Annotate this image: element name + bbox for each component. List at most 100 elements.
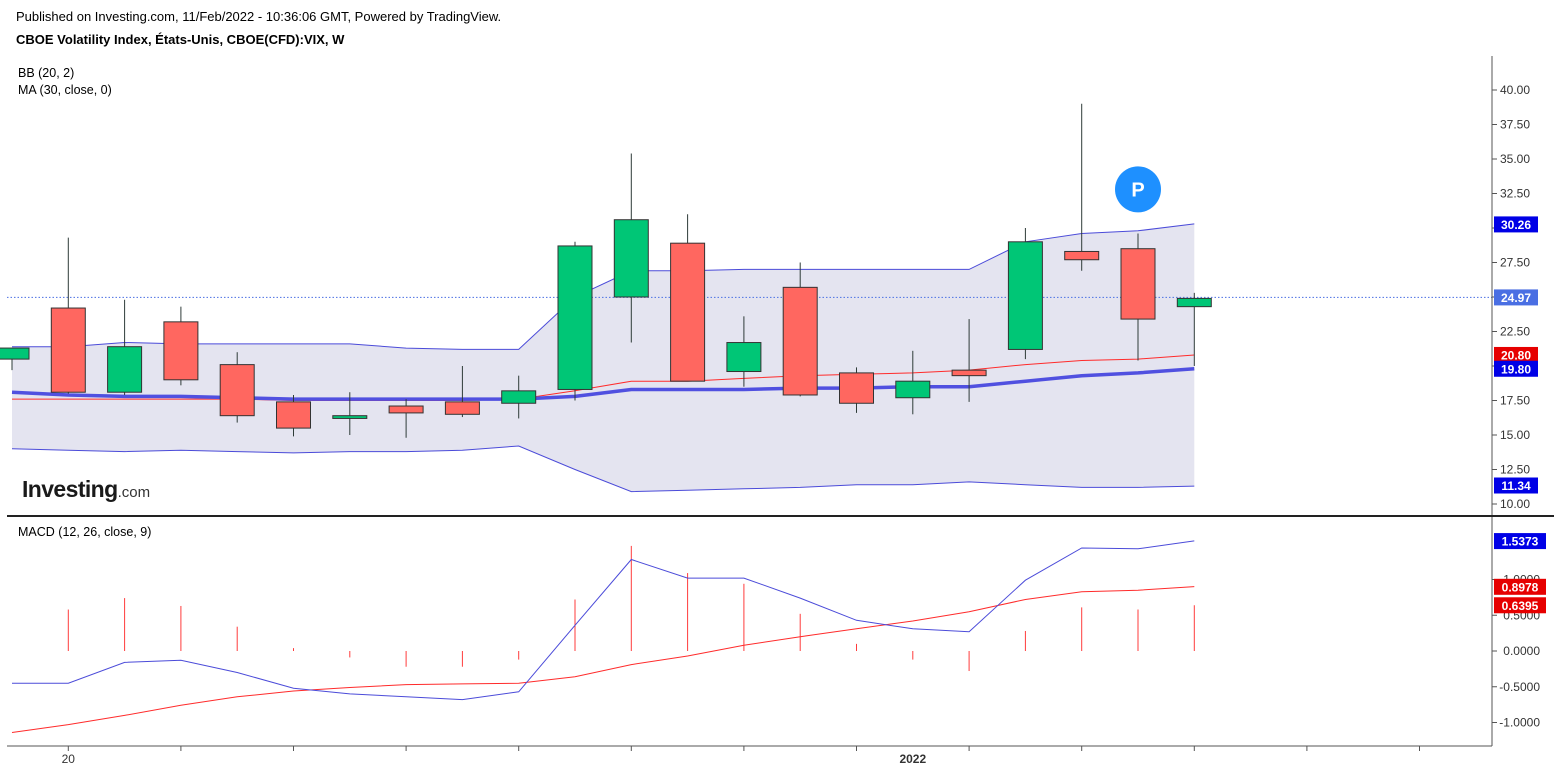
candle-16[interactable] <box>895 350 931 415</box>
price-tick-label: 37.50 <box>1500 118 1530 132</box>
macd-label-1-5373-text: 1.5373 <box>1502 535 1539 549</box>
price-label-30-26-text: 30.26 <box>1501 218 1531 232</box>
candle-body <box>1007 241 1043 350</box>
candle-6[interactable] <box>332 392 368 435</box>
candle-3[interactable] <box>163 306 199 386</box>
bb-basis-line <box>12 354 1195 401</box>
p-marker-circle <box>1115 166 1161 213</box>
candle-14[interactable] <box>782 262 818 397</box>
price-label-30-26: 30.26 <box>1494 216 1538 233</box>
candle-10[interactable] <box>557 241 593 401</box>
candle-2[interactable] <box>107 299 143 395</box>
candle-body <box>557 245 593 390</box>
price-label-24-97-box <box>1494 289 1538 306</box>
candle-13[interactable] <box>726 316 762 387</box>
price-tick-label: 10.00 <box>1500 497 1530 511</box>
ma-indicator-label[interactable]: MA (30, close, 0) <box>18 83 112 97</box>
macd-signal-line <box>11 586 1195 733</box>
candle-5[interactable] <box>276 394 311 437</box>
macd-label-1-5373: 1.5373 <box>1494 533 1546 550</box>
candle-body <box>782 286 818 396</box>
macd-indicator-label[interactable]: MACD (12, 26, close, 9) <box>18 525 152 539</box>
p-marker[interactable]: P <box>1115 166 1161 213</box>
candle-0[interactable] <box>0 347 30 371</box>
chart-title: CBOE Volatility Index, États-Unis, CBOE(… <box>16 32 345 47</box>
published-line: Published on Investing.com, 11/Feb/2022 … <box>16 9 502 24</box>
candle-19[interactable] <box>1064 103 1100 271</box>
candle-body <box>839 372 874 404</box>
candle-body <box>1120 248 1156 320</box>
macd-label-1-5373-box <box>1494 533 1546 550</box>
price-label-11-34: 11.34 <box>1494 477 1538 494</box>
candle-1[interactable] <box>50 237 86 394</box>
candle-body <box>444 401 480 415</box>
macd-label-0-8978-text: 0.8978 <box>1502 580 1539 594</box>
macd-line <box>12 540 1195 701</box>
candle-4[interactable] <box>219 352 255 423</box>
price-label-30-26-box <box>1494 216 1538 233</box>
investing-logo: Investing.com <box>22 476 150 503</box>
candle-20[interactable] <box>1120 233 1156 361</box>
price-label-24-97-text: 24.97 <box>1501 291 1531 305</box>
price-pane[interactable]: P <box>0 103 1492 493</box>
price-label-20-80: 20.80 <box>1494 346 1538 363</box>
x-tick-label: 2022 <box>899 752 926 766</box>
candle-9[interactable] <box>501 375 537 419</box>
logo-domain: .com <box>117 484 151 501</box>
price-label-19-80: 19.80 <box>1494 360 1538 377</box>
candle-body <box>951 369 987 377</box>
candle-body <box>1176 297 1212 308</box>
candle-body <box>388 405 424 414</box>
price-tick-label: 22.50 <box>1500 325 1530 339</box>
candle-8[interactable] <box>444 366 480 418</box>
price-tick-label: 27.50 <box>1500 256 1530 270</box>
price-tick-label: 35.00 <box>1500 152 1530 166</box>
bb-upper-line <box>12 223 1195 350</box>
logo-text: Investing <box>22 476 118 502</box>
candle-body <box>163 321 199 381</box>
macd-label-0-6395-box <box>1494 597 1546 614</box>
candle-body <box>219 364 255 417</box>
macd-label-0-8978: 0.8978 <box>1494 578 1546 595</box>
macd-label-0-6395: 0.6395 <box>1494 597 1546 614</box>
candle-18[interactable] <box>1007 228 1043 360</box>
candle-12[interactable] <box>670 214 706 382</box>
bb-indicator-label[interactable]: BB (20, 2) <box>18 66 75 80</box>
price-label-19-80-text: 19.80 <box>1501 362 1531 376</box>
candle-11[interactable] <box>613 153 649 343</box>
macd-tick-label: -0.5000 <box>1499 680 1540 694</box>
price-tick-label: 15.00 <box>1500 428 1530 442</box>
candle-body <box>726 342 762 373</box>
price-label-19-80-box <box>1494 360 1538 377</box>
candle-body <box>0 347 30 360</box>
candle-body <box>895 380 931 399</box>
price-label-20-80-box <box>1494 346 1538 363</box>
candle-21[interactable] <box>1176 292 1212 366</box>
price-label-20-80-text: 20.80 <box>1501 348 1531 362</box>
price-tick-label: 17.50 <box>1500 394 1530 408</box>
ma-line <box>11 367 1195 401</box>
candle-7[interactable] <box>388 399 424 438</box>
macd-label-0-8978-box <box>1494 578 1546 595</box>
macd-tick-label: -1.0000 <box>1499 716 1540 730</box>
candle-body <box>107 346 143 393</box>
candle-body <box>332 415 368 419</box>
candle-body <box>501 390 537 404</box>
p-marker-label: P <box>1131 179 1144 201</box>
candle-body <box>1064 250 1100 261</box>
axes: 10.0012.5015.0017.5020.0022.5025.0027.50… <box>7 56 1554 766</box>
price-label-24-97: 24.97 <box>1494 289 1538 306</box>
candle-17[interactable] <box>951 319 987 402</box>
price-label-11-34-box <box>1494 477 1538 494</box>
price-tick-label: 32.50 <box>1500 187 1530 201</box>
candle-15[interactable] <box>839 367 874 413</box>
candle-body <box>50 307 86 393</box>
price-tick-label: 12.50 <box>1500 463 1530 477</box>
macd-pane[interactable] <box>11 540 1195 733</box>
bb-lower-line <box>11 445 1195 493</box>
candle-body <box>613 219 649 298</box>
macd-tick-label: 0.0000 <box>1503 644 1540 658</box>
x-tick-label: 20 <box>62 752 76 766</box>
candle-body <box>276 401 311 429</box>
